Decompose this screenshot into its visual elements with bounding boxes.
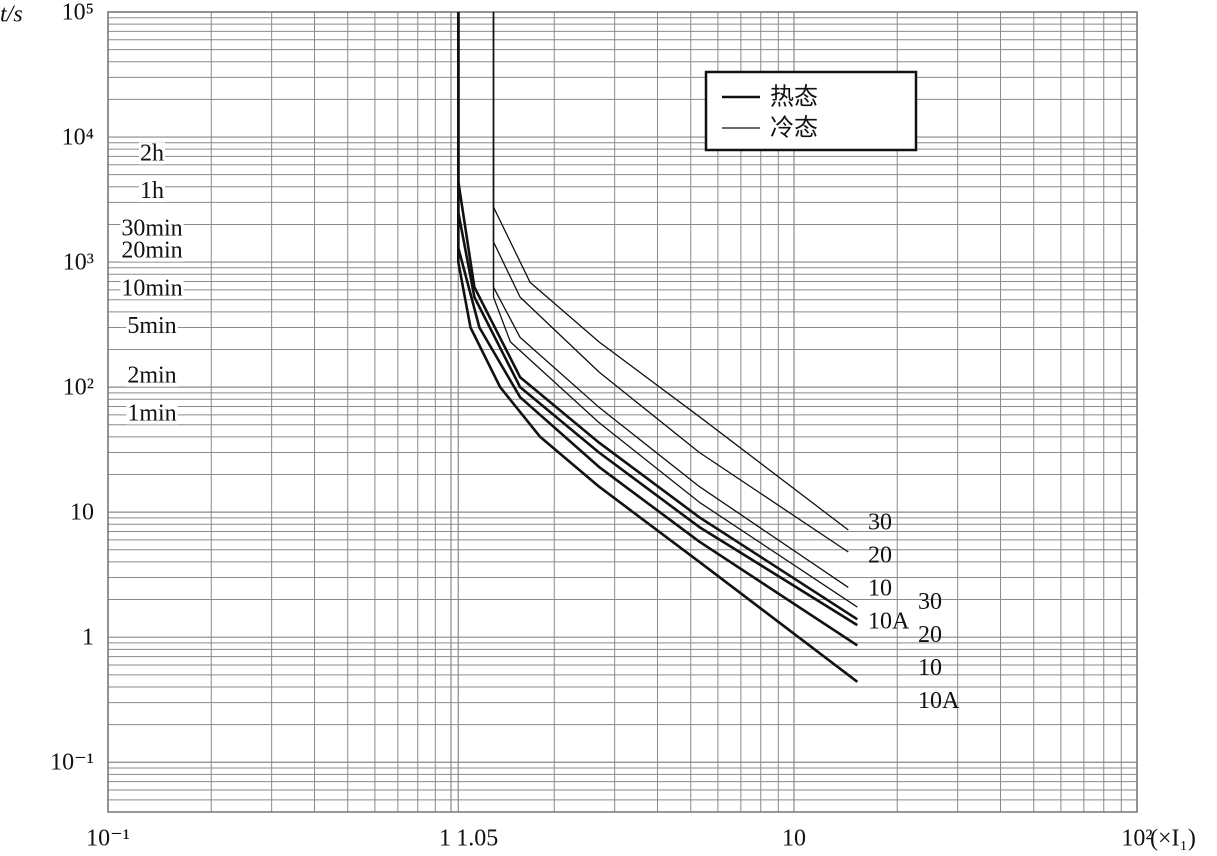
y-tick-label: 10⁴ bbox=[62, 125, 94, 151]
grid bbox=[107, 11, 1138, 813]
curve bbox=[457, 12, 859, 683]
time-label: 10min bbox=[121, 275, 182, 301]
x-tick-label: 10 bbox=[782, 826, 806, 852]
legend-box bbox=[704, 70, 918, 152]
time-label-bg bbox=[126, 364, 178, 387]
curve-label: 10A bbox=[868, 609, 910, 635]
curve-label: 20 bbox=[918, 622, 942, 648]
y-tick-label: 10 bbox=[70, 500, 94, 526]
time-label: 2h bbox=[140, 140, 164, 166]
curve bbox=[492, 12, 858, 608]
x-tick-label: 10⁻¹ bbox=[86, 826, 130, 852]
curve-label: 30 bbox=[918, 589, 942, 615]
curve-label: 20 bbox=[868, 543, 892, 569]
time-label: 1min bbox=[127, 400, 176, 426]
time-label-bg bbox=[139, 142, 165, 165]
x-tick-label: 10² bbox=[1121, 826, 1152, 852]
legend-label: 热态 bbox=[770, 84, 818, 111]
y-tick-label: 10³ bbox=[63, 250, 94, 276]
time-label: 1h bbox=[140, 178, 164, 204]
y-tick-label: 1 bbox=[82, 625, 94, 651]
curve-label: 10 bbox=[918, 655, 942, 681]
x-axis-label: (×I₁) bbox=[1150, 826, 1196, 852]
curve-label: 10 bbox=[868, 576, 892, 602]
y-tick-label: 10² bbox=[63, 375, 94, 401]
x-tick-label: 1 bbox=[439, 826, 451, 852]
time-label: 30min bbox=[121, 216, 182, 242]
time-label-bg bbox=[120, 277, 184, 300]
plot-frame bbox=[107, 11, 1138, 813]
time-label: 20min bbox=[121, 238, 182, 264]
time-label: 5min bbox=[127, 313, 176, 339]
time-label-bg bbox=[139, 180, 165, 203]
time-label: 2min bbox=[127, 363, 176, 389]
marks bbox=[457, 12, 859, 683]
y-tick-label: 10⁻¹ bbox=[50, 750, 94, 776]
time-label-bg bbox=[120, 217, 184, 240]
legend-label: 冷态 bbox=[770, 115, 818, 142]
time-label-bg bbox=[126, 402, 178, 425]
curve-label: 30 bbox=[868, 510, 892, 536]
curve-label: 10A bbox=[918, 688, 960, 714]
labels: 10⁻¹ 1 1.05 10 10²10⁻¹11010²10³10⁴10⁵2h1h30m… bbox=[50, 0, 1152, 852]
time-label-bg bbox=[126, 314, 178, 337]
time-label-bg bbox=[120, 239, 184, 262]
y-tick-label: 10⁵ bbox=[62, 0, 94, 26]
x-tick-label: 1.05 bbox=[456, 826, 498, 852]
y-axis-label: t/s bbox=[0, 2, 23, 28]
